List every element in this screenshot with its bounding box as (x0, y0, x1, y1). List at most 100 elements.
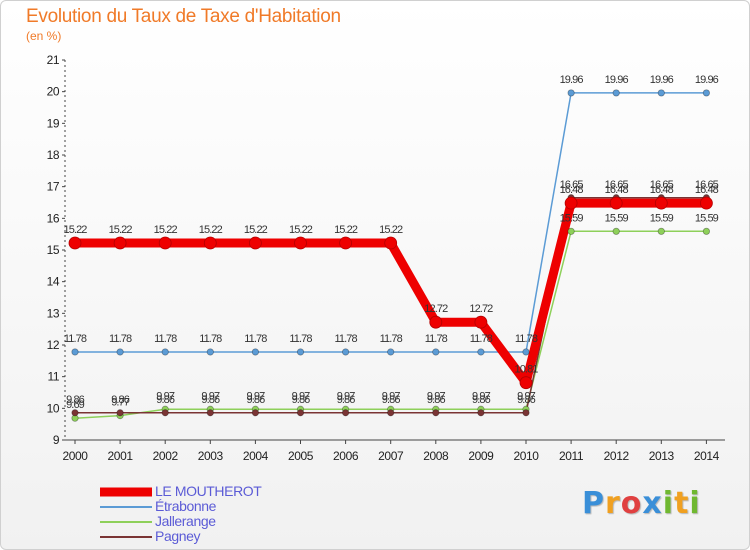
data-label: 9.86 (517, 394, 536, 406)
data-point (567, 89, 575, 97)
data-label: 15.22 (109, 224, 133, 236)
data-point (248, 236, 262, 250)
data-point (251, 348, 259, 356)
data-label: 9.86 (292, 394, 311, 406)
y-tick-label: 15 (47, 243, 60, 257)
logo-letter: t (674, 486, 690, 521)
data-label: 16.65 (695, 179, 719, 191)
chart-unit-subtitle: (en %) (26, 29, 62, 43)
data-label: 15.59 (605, 212, 629, 224)
data-label: 15.59 (650, 212, 674, 224)
data-label: 9.97 (517, 390, 536, 402)
y-tick-label: 14 (47, 275, 60, 289)
data-point (384, 236, 398, 250)
data-point (71, 409, 79, 417)
data-label: 16.65 (650, 179, 674, 191)
data-label: 15.22 (199, 224, 223, 236)
data-point (564, 196, 578, 210)
x-tick-label: 2005 (288, 449, 314, 463)
x-tick-label: 2004 (243, 449, 269, 463)
data-point (161, 409, 169, 417)
data-label: 19.96 (605, 74, 629, 86)
data-label: 19.96 (650, 74, 674, 86)
data-point (657, 227, 665, 235)
data-label: 9.86 (472, 394, 491, 406)
data-point (68, 236, 82, 250)
y-tick-label: 18 (47, 148, 60, 162)
data-point (71, 348, 79, 356)
x-tick-label: 2006 (333, 449, 359, 463)
x-tick-label: 2014 (694, 449, 720, 463)
y-tick-label: 12 (47, 338, 60, 352)
data-label: 9.86 (156, 394, 175, 406)
series-points (68, 89, 713, 422)
y-tick-label: 17 (47, 180, 60, 194)
data-point (429, 315, 443, 329)
data-label: 11.78 (64, 333, 87, 345)
legend-swatch (100, 487, 152, 496)
data-label: 9.97 (337, 390, 356, 402)
data-label: 9.97 (427, 390, 446, 402)
data-point (432, 409, 440, 417)
y-tick-label: 11 (48, 370, 60, 384)
data-point (477, 348, 485, 356)
y-tick-label: 20 (47, 85, 60, 99)
data-point (657, 89, 665, 97)
data-point (294, 236, 307, 250)
series-lines (70, 92, 711, 419)
data-label: 9.97 (382, 390, 401, 402)
data-point (522, 348, 530, 356)
data-point (341, 348, 350, 356)
data-label: 11.78 (515, 333, 538, 345)
data-point (113, 236, 127, 250)
data-label: 15.59 (560, 212, 584, 224)
x-tick-label: 2013 (649, 449, 675, 463)
x-tick-label: 2007 (378, 449, 404, 463)
data-label: 9.97 (201, 390, 220, 402)
data-point (387, 409, 395, 417)
x-tick-label: 2011 (559, 449, 584, 463)
legend-label: Étrabonne (155, 498, 217, 514)
data-label: 16.48 (560, 184, 584, 196)
data-point (158, 236, 172, 250)
legend-label: Pagney (155, 528, 201, 544)
data-label: 11.78 (470, 333, 493, 345)
data-label: 9.97 (246, 390, 265, 402)
x-tick-label: 2002 (153, 449, 179, 463)
y-tick-label: 9 (53, 433, 60, 447)
data-label: 16.48 (605, 184, 629, 196)
data-label: 9.77 (111, 397, 130, 409)
data-label: 16.65 (605, 179, 629, 191)
data-point (161, 348, 169, 356)
data-label: 15.22 (289, 224, 313, 236)
data-label: 11.78 (244, 333, 267, 345)
data-label: 11.78 (109, 333, 132, 345)
chart-title: Evolution du Taux de Taxe d'Habitation (26, 6, 341, 27)
data-point (116, 409, 124, 417)
data-point (339, 236, 353, 250)
legend-swatch (100, 505, 152, 508)
data-point (654, 196, 668, 210)
data-label: 12.72 (469, 303, 493, 315)
logo-letter: i (689, 486, 701, 521)
data-point (612, 89, 620, 97)
data-point (702, 227, 711, 235)
legend-swatch (100, 535, 152, 538)
legend-label: LE MOUTHEROT (155, 483, 262, 499)
data-label: 11.78 (199, 333, 222, 345)
x-tick-label: 2000 (62, 449, 88, 463)
proxiti-logo: Proxiti (582, 486, 701, 521)
x-tick-label: 2008 (423, 449, 449, 463)
y-tick-label: 13 (47, 306, 60, 320)
data-label: 9.86 (111, 394, 130, 406)
data-point (567, 227, 575, 235)
data-label: 19.96 (695, 74, 719, 86)
data-label: 10.81 (514, 364, 538, 376)
data-label: 9.97 (472, 390, 491, 402)
data-point (612, 227, 620, 235)
data-label: 9.86 (337, 394, 356, 406)
data-point (251, 409, 259, 417)
x-tick-label: 2009 (468, 449, 494, 463)
data-label: 11.78 (425, 333, 448, 345)
chart-axes: 9 10 11 12 13 14 15 16 17 18 19 20 21 2000 2001 2002 200… (47, 53, 725, 463)
